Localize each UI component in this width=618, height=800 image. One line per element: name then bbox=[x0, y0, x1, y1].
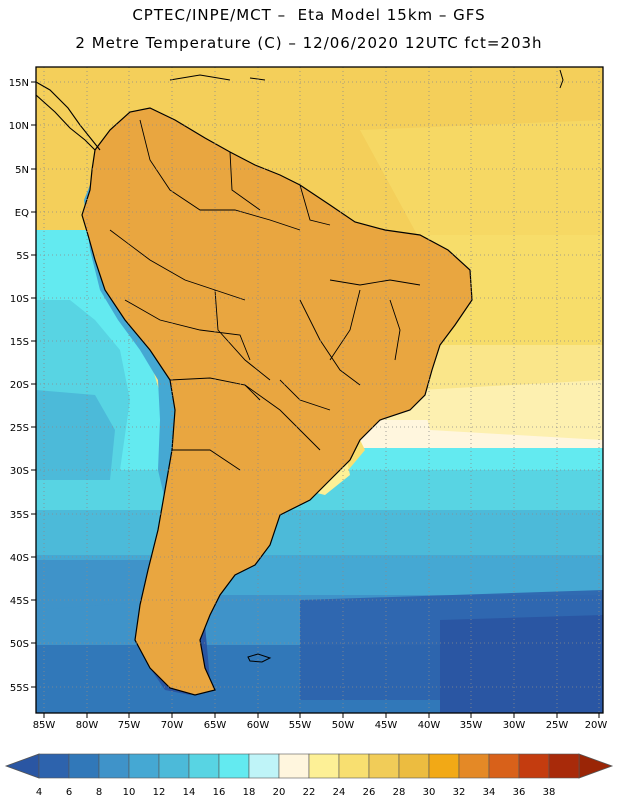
lat-label: 10N bbox=[9, 121, 29, 132]
lon-label: 30W bbox=[503, 720, 526, 731]
colorbar-swatch bbox=[548, 753, 580, 779]
colorbar-swatch bbox=[278, 753, 310, 779]
colorbar-swatch bbox=[368, 753, 400, 779]
colorbar-label: 28 bbox=[393, 787, 406, 798]
lat-label: 50S bbox=[10, 639, 29, 650]
colorbar-label: 38 bbox=[543, 787, 556, 798]
lat-label: 55S bbox=[10, 683, 29, 694]
colorbar-swatch bbox=[38, 753, 70, 779]
colorbar-label: 20 bbox=[273, 787, 286, 798]
colorbar-swatch bbox=[98, 753, 130, 779]
lon-label: 25W bbox=[546, 720, 569, 731]
lat-label: 5S bbox=[16, 251, 29, 262]
colorbar-swatch bbox=[458, 753, 490, 779]
colorbar-label: 16 bbox=[213, 787, 226, 798]
lon-label: 40W bbox=[418, 720, 441, 731]
longitude-axis: 85W 80W 75W 70W 65W 60W 55W 50W 45W 40W … bbox=[33, 713, 608, 731]
lon-label: 65W bbox=[204, 720, 227, 731]
lon-label: 80W bbox=[76, 720, 99, 731]
lat-label: 35S bbox=[10, 510, 29, 521]
colorbar-swatch bbox=[518, 753, 550, 779]
lat-label: 10S bbox=[10, 294, 29, 305]
colorbar-above-arrow bbox=[578, 753, 614, 779]
lat-label: 40S bbox=[10, 553, 29, 564]
title-line-1: CPTEC/INPE/MCT – Eta Model 15km – GFS bbox=[132, 6, 486, 24]
lon-label: 50W bbox=[332, 720, 355, 731]
colorbar-swatch bbox=[218, 753, 250, 779]
lat-label: 20S bbox=[10, 380, 29, 391]
colorbar-swatch bbox=[488, 753, 520, 779]
map-frame bbox=[35, 66, 604, 714]
colorbar-label: 10 bbox=[123, 787, 136, 798]
colorbar-swatch bbox=[158, 753, 190, 779]
lat-label: 15S bbox=[10, 337, 29, 348]
colorbar-label: 4 bbox=[36, 787, 42, 798]
colorbar-swatch bbox=[428, 753, 460, 779]
colorbar-label: 6 bbox=[66, 787, 72, 798]
colorbar-label: 22 bbox=[303, 787, 316, 798]
lat-label: EQ bbox=[15, 208, 29, 219]
colorbar-swatch bbox=[128, 753, 160, 779]
colorbar-label: 26 bbox=[363, 787, 376, 798]
colorbar-swatch bbox=[398, 753, 430, 779]
colorbar-label: 32 bbox=[453, 787, 466, 798]
lon-label: 85W bbox=[33, 720, 56, 731]
lat-label: 30S bbox=[10, 466, 29, 477]
colorbar-label: 18 bbox=[243, 787, 256, 798]
colorbar-label: 12 bbox=[153, 787, 166, 798]
temperature-field bbox=[36, 67, 603, 713]
colorbar: 4 6 8 10 12 14 16 18 20 22 24 26 28 30 32 34 36 38 bbox=[4, 753, 614, 798]
colorbar-below-arrow bbox=[4, 753, 40, 779]
colorbar-label: 30 bbox=[423, 787, 436, 798]
lat-label: 25S bbox=[10, 423, 29, 434]
lon-label: 70W bbox=[161, 720, 184, 731]
lon-label: 45W bbox=[375, 720, 398, 731]
lat-label: 5N bbox=[15, 165, 29, 176]
colorbar-label: 8 bbox=[96, 787, 102, 798]
colorbar-swatch bbox=[68, 753, 100, 779]
lon-label: 60W bbox=[247, 720, 270, 731]
colorbar-label: 14 bbox=[183, 787, 196, 798]
lat-label: 45S bbox=[10, 596, 29, 607]
lon-label: 20W bbox=[585, 720, 608, 731]
latitude-axis: 15N 10N 5N EQ 5S 10S 15S 20S 25S 30S 35S… bbox=[9, 78, 36, 694]
colorbar-swatch bbox=[248, 753, 280, 779]
colorbar-label: 24 bbox=[333, 787, 346, 798]
lon-label: 35W bbox=[460, 720, 483, 731]
colorbar-swatch bbox=[338, 753, 370, 779]
lon-label: 55W bbox=[289, 720, 312, 731]
lat-label: 15N bbox=[9, 78, 29, 89]
colorbar-label: 36 bbox=[513, 787, 526, 798]
colorbar-label: 34 bbox=[483, 787, 496, 798]
colorbar-swatch bbox=[188, 753, 220, 779]
lon-label: 75W bbox=[118, 720, 141, 731]
colorbar-swatch bbox=[308, 753, 340, 779]
title-line-2: 2 Metre Temperature (C) – 12/06/2020 12U… bbox=[75, 34, 543, 52]
